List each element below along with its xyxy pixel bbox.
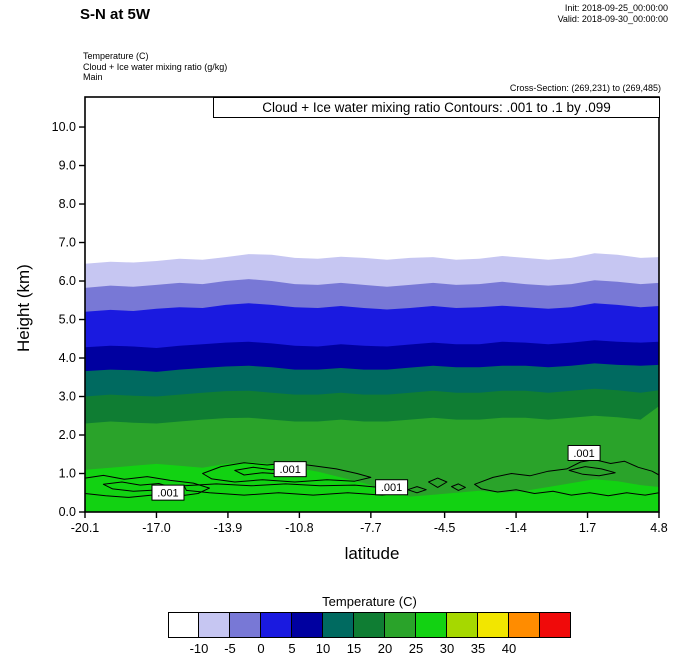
x-tick-label: -4.5: [434, 521, 456, 535]
contour-label-box: [273, 461, 307, 478]
y-tick-label: 2.0: [59, 428, 76, 442]
contour-label: .001: [381, 482, 402, 494]
run-times: Init: 2018-09-25_00:00:00 Valid: 2018-09…: [558, 3, 668, 25]
valid-timestamp: Valid: 2018-09-30_00:00:00: [557, 14, 668, 24]
x-tick-label: -7.7: [360, 521, 382, 535]
colorbar-cell-7: [385, 612, 416, 638]
plot-contour-title: Cloud + Ice water mixing ratio Contours:…: [213, 97, 660, 118]
cloud-mixing-ratio-contour: [202, 462, 372, 483]
colorbar-cell-10: [478, 612, 509, 638]
contour-label-box: [375, 479, 409, 496]
colorbar-tick-label: 30: [439, 641, 455, 656]
y-tick-label: 7.0: [59, 236, 76, 250]
y-tick-label: 0.0: [59, 505, 76, 519]
colorbar-cell-9: [447, 612, 478, 638]
x-tick-label: -13.9: [214, 521, 243, 535]
y-tick-label: 9.0: [59, 159, 76, 173]
cloud-mixing-ratio-contour: [407, 486, 427, 494]
colorbar-cell-2: [230, 612, 261, 638]
y-axis-label: Height (km): [14, 264, 33, 352]
colorbar-cell-0: [168, 612, 199, 638]
colorbar: [168, 612, 571, 638]
cloud-mixing-ratio-contour: [451, 483, 466, 491]
colorbar-tick-label: 10: [315, 641, 331, 656]
cross-section-label: Cross-Section: (269,231) to (269,485): [509, 83, 661, 93]
x-tick-label: 4.8: [650, 521, 667, 535]
x-tick-label: 1.7: [579, 521, 596, 535]
y-tick-label: 5.0: [59, 313, 76, 327]
colorbar-tick-label: 20: [377, 641, 393, 656]
field-line-domain: Main: [83, 72, 103, 82]
colorbar-tick-label: -10: [189, 641, 209, 656]
colorbar-tick-label: 35: [470, 641, 486, 656]
field-line-temperature: Temperature (C): [83, 51, 149, 61]
contour-label: .001: [573, 448, 594, 460]
colorbar-cell-4: [292, 612, 323, 638]
cloud-mixing-ratio-contour: [428, 477, 448, 488]
y-tick-label: 6.0: [59, 274, 76, 288]
colorbar-cell-6: [354, 612, 385, 638]
contour-label-box: [151, 484, 185, 501]
x-tick-label: -1.4: [505, 521, 527, 535]
x-tick-label: -17.0: [142, 521, 171, 535]
cloud-mixing-ratio-contour: [84, 474, 210, 498]
y-tick-label: 8.0: [59, 197, 76, 211]
x-axis-label: latitude: [344, 544, 400, 563]
colorbar-title: Temperature (C): [322, 594, 417, 609]
y-tick-label: 10.0: [52, 120, 76, 134]
colorbar-tick-label: 15: [346, 641, 362, 656]
colorbar-tick-label: -5: [224, 641, 236, 656]
colorbar-tick-labels: -10 -5 0 5 10 15 20 25 30 35 40: [168, 641, 571, 656]
cross-section-plot: .001 .001 .001 .001 -20.1 -17.0 -13.9 -10.8 -7.7…: [52, 96, 668, 535]
contour-label: .001: [279, 464, 300, 476]
colorbar-tick-label: 40: [501, 641, 517, 656]
contour-label: .001: [157, 488, 178, 500]
colorbar-tick-label: 5: [288, 641, 296, 656]
cloud-mixing-ratio-contour: [568, 466, 616, 477]
page-title: S-N at 5W: [80, 6, 151, 23]
init-timestamp: Init: 2018-09-25_00:00:00: [564, 3, 668, 13]
contour-label-box: [567, 444, 601, 461]
colorbar-tick-label: 25: [408, 641, 424, 656]
colorbar-cell-5: [323, 612, 354, 638]
y-tick-label: 4.0: [59, 351, 76, 365]
x-tick-label: -20.1: [71, 521, 100, 535]
colorbar-cell-1: [199, 612, 230, 638]
field-list: Temperature (C) Cloud + Ice water mixing…: [83, 51, 227, 83]
x-tick-label: -10.8: [285, 521, 314, 535]
y-tick-label: 1.0: [59, 467, 76, 481]
colorbar-cell-8: [416, 612, 447, 638]
colorbar-cell-11: [509, 612, 540, 638]
colorbar-tick-label: 0: [257, 641, 265, 656]
field-line-cloud-ice: Cloud + Ice water mixing ratio (g/kg): [83, 61, 228, 72]
y-tick-label: 3.0: [59, 390, 76, 404]
colorbar-cell-3: [261, 612, 292, 638]
colorbar-cell-12: [540, 612, 571, 638]
